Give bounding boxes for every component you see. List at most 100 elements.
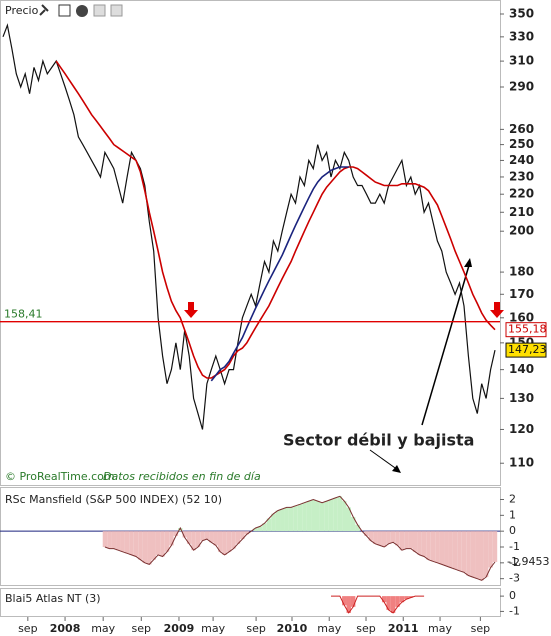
y-tick-label: -1 [509, 540, 520, 553]
area-bar [262, 523, 267, 532]
area-bar [217, 531, 223, 552]
area-bar [178, 528, 183, 532]
area-bar [253, 528, 258, 532]
area-bar [342, 501, 347, 532]
y-tick-label: 250 [509, 137, 534, 151]
window-icon[interactable] [58, 4, 71, 17]
area-bar [288, 507, 294, 532]
reference-label: 158,41 [4, 308, 43, 321]
area-bar [257, 526, 263, 532]
area-bar [386, 531, 391, 544]
area-bar [413, 531, 418, 552]
value-label-box [505, 322, 547, 338]
area-bar [169, 531, 174, 546]
area-line [331, 595, 425, 614]
area-bar [395, 531, 400, 546]
y-tick-label: 2 [509, 493, 516, 506]
area-bar [266, 518, 272, 532]
signal-arrow [490, 302, 504, 318]
area-bar [324, 501, 329, 532]
area-bar [306, 501, 312, 532]
value-label-box [505, 342, 547, 358]
area-bar [399, 531, 405, 551]
area-line [104, 495, 496, 581]
area-bar [204, 531, 210, 540]
area-bar [138, 531, 143, 560]
area-bar [492, 531, 498, 562]
area-bar [479, 531, 484, 581]
arrow-head [392, 465, 401, 473]
area-bar [226, 531, 232, 552]
area-bar [435, 531, 440, 563]
area-bar [209, 531, 214, 543]
y-tick-label: 140 [509, 362, 534, 376]
area-bar [111, 531, 117, 549]
area-bar [342, 596, 347, 606]
area-bar [488, 531, 493, 568]
x-tick-label: may [201, 622, 225, 635]
area-bar [373, 531, 378, 544]
x-tick-label: sep [18, 622, 37, 635]
area-bar [328, 499, 334, 532]
blai-panel [0, 588, 501, 617]
area-bar [426, 531, 431, 560]
x-tick-label: may [91, 622, 115, 635]
x-tick-label: 2011 [388, 622, 419, 635]
area-bar [151, 531, 156, 560]
area-bar [129, 531, 134, 555]
footer-note: Datos recibidos en fin de día [103, 470, 261, 483]
area-bar [408, 531, 413, 549]
area-bar [280, 509, 285, 532]
area-bar [315, 501, 320, 532]
y-tick-label: 160 [509, 310, 534, 324]
area-bar [147, 531, 152, 565]
area-bar [404, 596, 409, 600]
y-tick-label: 0 [509, 524, 516, 537]
area-bar [284, 507, 289, 532]
y-tick-label: 290 [509, 79, 534, 93]
area-bar [102, 531, 108, 547]
area-bar [390, 596, 396, 613]
area-bar [470, 531, 476, 578]
area-bar [275, 510, 281, 532]
area-bar [390, 531, 396, 543]
area-bar [368, 531, 374, 541]
y-tick-label: 0 [509, 589, 516, 602]
annotation-arrow [369, 449, 399, 471]
area-bar [116, 531, 121, 551]
area-bar [319, 502, 325, 532]
area-bar [466, 531, 471, 576]
x-tick-label: 2010 [277, 622, 308, 635]
area-bar [404, 531, 409, 549]
panel-title: Precio [5, 4, 39, 17]
area-bar [430, 531, 436, 562]
y-tick-label: 260 [509, 122, 534, 136]
area-bar [346, 507, 351, 532]
area-bar [297, 504, 303, 532]
close-icon[interactable] [76, 5, 88, 17]
arrow-head [464, 258, 472, 267]
y-tick-label: 200 [509, 224, 534, 238]
up-icon[interactable] [93, 4, 106, 17]
down-icon[interactable] [110, 4, 123, 17]
y-tick-label: -3 [509, 572, 520, 585]
wrench-icon[interactable] [39, 4, 49, 16]
area-bar [195, 531, 201, 547]
area-bar [191, 531, 196, 551]
toolbar[interactable] [39, 4, 123, 17]
y-tick-label: -2 [509, 556, 520, 569]
area-bar [160, 531, 165, 557]
annotation: Sector débil y bajista [283, 431, 474, 450]
area-bar [439, 531, 445, 565]
area-bar [222, 531, 227, 555]
value-label: 147,23 [508, 343, 547, 356]
y-tick-label: 170 [509, 287, 534, 301]
area-bar [350, 596, 356, 607]
area-bar [395, 596, 400, 607]
y-tick-label: -1 [509, 604, 520, 617]
annotation-arrow [421, 261, 471, 426]
area-bar [120, 531, 125, 552]
area-bar [213, 531, 218, 546]
area-bar [381, 596, 387, 603]
